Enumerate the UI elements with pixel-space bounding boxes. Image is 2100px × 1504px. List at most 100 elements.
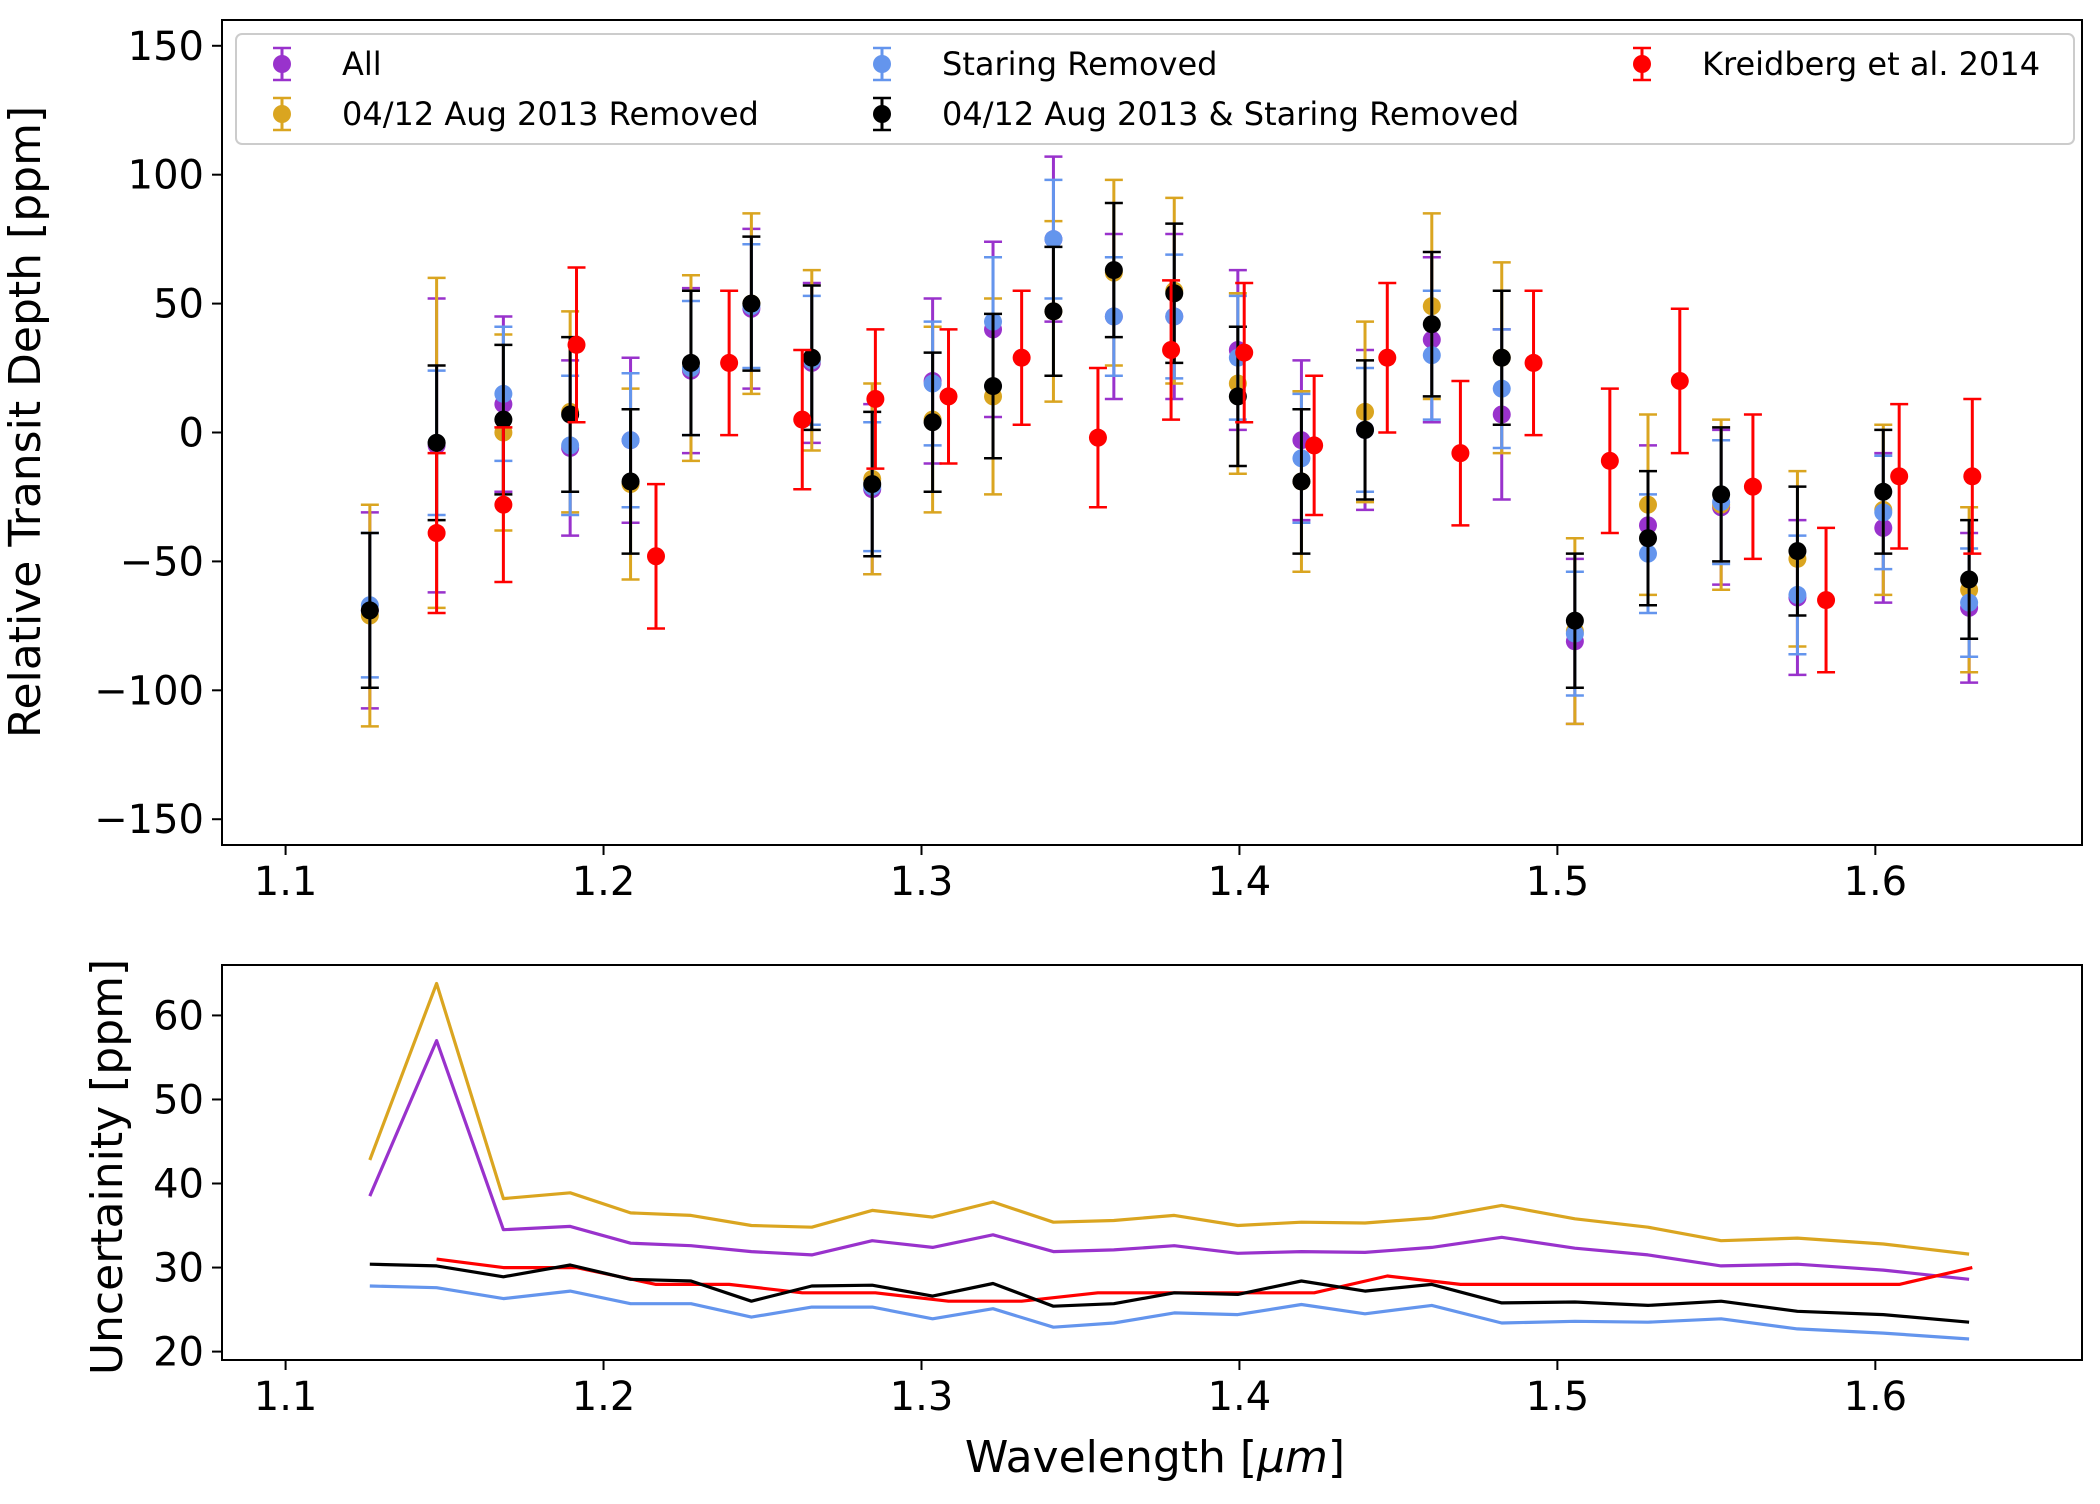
- y-tick-label: 50: [153, 1077, 204, 1123]
- data-point: [1788, 485, 1807, 617]
- marker: [939, 387, 958, 406]
- y-tick-label: 150: [128, 24, 204, 70]
- x-tick-label: 1.6: [1844, 859, 1908, 905]
- marker: [1451, 444, 1470, 463]
- marker: [984, 377, 1003, 396]
- data-point: [793, 348, 812, 491]
- data-point: [742, 235, 761, 372]
- data-point: [1422, 250, 1441, 398]
- marker: [1305, 436, 1324, 455]
- legend-item-04-12-aug-2013-staring-removed: 04/12 Aug 2013 & Staring Removed: [873, 95, 1519, 133]
- y-tick-label: 60: [153, 993, 204, 1039]
- marker: [720, 353, 739, 372]
- x-tick-label: 1.5: [1526, 1374, 1590, 1420]
- x-tick-label: 1.5: [1526, 859, 1590, 905]
- marker: [1565, 611, 1584, 630]
- legend-marker: [1633, 55, 1651, 73]
- data-point: [1817, 526, 1836, 674]
- y-tick-label: 100: [128, 153, 204, 199]
- marker: [793, 410, 812, 429]
- data-point: [621, 408, 640, 555]
- marker: [742, 294, 761, 313]
- line-staring-removed: [369, 1284, 1970, 1341]
- data-point: [1292, 408, 1311, 555]
- marker: [863, 475, 882, 494]
- legend-marker: [273, 105, 291, 123]
- marker: [1104, 261, 1123, 280]
- marker: [427, 433, 446, 452]
- series-04-12-aug-2013-staring-removed: [360, 201, 1979, 689]
- legend-item-kreidberg-et-al-2014: Kreidberg et al. 2014: [1633, 45, 2040, 83]
- line-04-12-aug-2013-removed: [368, 981, 1970, 1256]
- data-point: [1890, 402, 1909, 550]
- y-tick-label: −100: [94, 668, 204, 714]
- y-tick-label: 50: [153, 282, 204, 328]
- data-point: [561, 335, 580, 494]
- x-tick-label: 1.1: [254, 1374, 318, 1420]
- legend-marker: [273, 55, 291, 73]
- marker: [1292, 472, 1311, 491]
- marker: [1422, 315, 1441, 334]
- marker: [1044, 302, 1063, 321]
- marker: [1162, 341, 1181, 359]
- marker: [567, 335, 586, 354]
- data-point: [1012, 289, 1031, 427]
- bottom-y-axis-label: Uncertainity [ppm]: [82, 959, 133, 1375]
- legend-marker: [873, 55, 891, 73]
- data-point: [567, 266, 586, 424]
- marker: [1044, 230, 1063, 249]
- x-tick-label: 1.2: [572, 859, 636, 905]
- data-point: [1088, 366, 1107, 509]
- data-point: [494, 426, 513, 584]
- x-tick-label: 1.4: [1208, 859, 1272, 905]
- legend-box: [235, 33, 2075, 145]
- top-panel: 1.1 1.2 1.3 1.4 1.5 1.6 −150−100−50050100150 …: [0, 19, 2083, 905]
- bottom-plot-frame: [221, 964, 2083, 1361]
- marker: [923, 413, 942, 432]
- legend-label: 04/12 Aug 2013 & Staring Removed: [942, 95, 1519, 133]
- data-point: [802, 284, 821, 432]
- bottom-panel: 1.1 1.2 1.3 1.4 1.5 1.6 20 30 40 50 60 Uncertaini…: [82, 959, 2083, 1483]
- bottom-x-axis-label: Wavelength [μm]: [965, 1432, 1345, 1483]
- data-point: [1378, 281, 1397, 434]
- data-point: [1874, 428, 1893, 555]
- marker: [866, 389, 885, 408]
- data-point: [720, 289, 739, 437]
- legend-label: Kreidberg et al. 2014: [1702, 45, 2040, 83]
- top-y-ticks: −150 −100 −50 0 50 100 150: [94, 24, 222, 843]
- data-point: [1963, 397, 1982, 555]
- marker: [1492, 348, 1511, 367]
- marker: [621, 472, 640, 491]
- legend-item-all: All: [273, 45, 382, 83]
- x-label-suffix: ]: [1328, 1432, 1345, 1483]
- legend-label: 04/12 Aug 2013 Removed: [342, 95, 759, 133]
- legend-label: Staring Removed: [942, 45, 1217, 83]
- y-tick-label: 40: [153, 1162, 204, 1208]
- marker: [1600, 451, 1619, 470]
- marker: [1356, 420, 1375, 439]
- marker: [561, 405, 580, 424]
- data-point: [984, 312, 1003, 460]
- data-point: [1639, 469, 1657, 607]
- marker: [1890, 467, 1909, 486]
- marker: [494, 495, 513, 514]
- marker: [681, 353, 700, 372]
- data-point: [1524, 289, 1543, 437]
- legend-item-staring-removed: Staring Removed: [873, 45, 1217, 83]
- data-point: [1565, 552, 1584, 689]
- marker: [1228, 387, 1247, 406]
- data-point: [1670, 307, 1689, 455]
- x-tick-label: 1.2: [572, 1374, 636, 1420]
- marker: [494, 410, 513, 429]
- line-all: [368, 1038, 1970, 1281]
- x-tick-label: 1.4: [1208, 1374, 1272, 1420]
- series-kreidberg-et-al-2014: [427, 266, 1982, 674]
- marker: [1235, 343, 1254, 362]
- marker: [1378, 348, 1397, 367]
- marker: [1639, 529, 1657, 548]
- y-tick-label: −50: [120, 539, 204, 585]
- marker: [1963, 467, 1982, 486]
- marker: [1874, 482, 1893, 501]
- x-label-prefix: Wavelength [: [965, 1432, 1257, 1483]
